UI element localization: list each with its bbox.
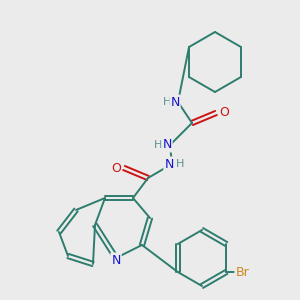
Text: H: H	[163, 97, 171, 107]
Text: O: O	[111, 161, 121, 175]
Text: Br: Br	[236, 266, 249, 278]
Text: N: N	[164, 158, 174, 170]
Text: H: H	[154, 140, 162, 150]
Text: N: N	[162, 139, 172, 152]
Text: O: O	[219, 106, 229, 119]
Text: N: N	[170, 95, 180, 109]
Text: N: N	[111, 254, 121, 266]
Text: H: H	[176, 159, 184, 169]
